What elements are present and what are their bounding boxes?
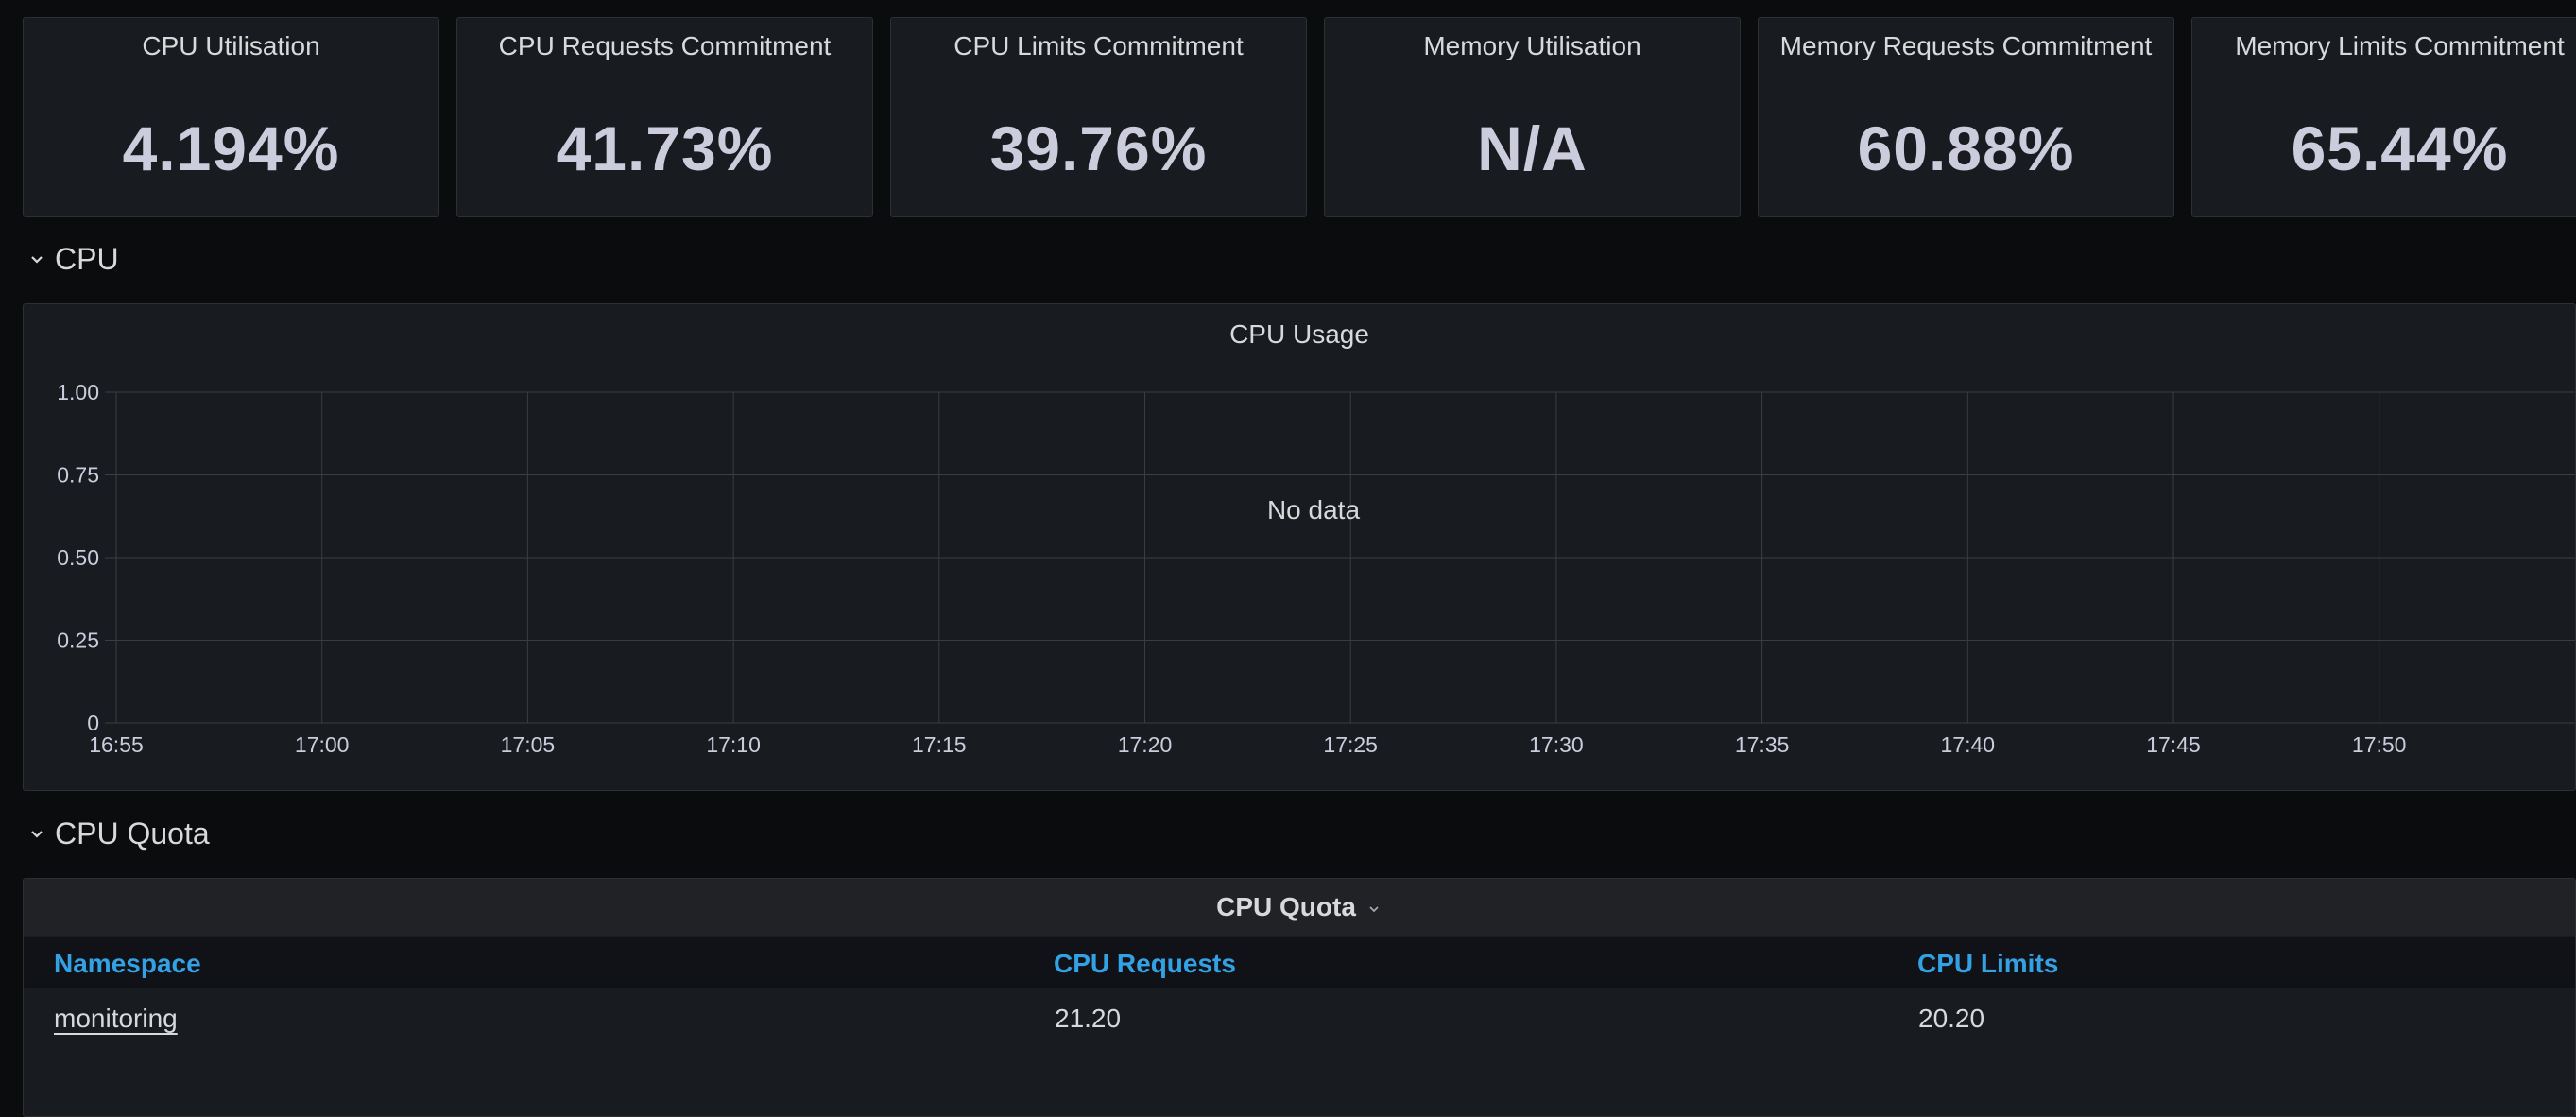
stat-panel-memory-limits-commitment[interactable]: Memory Limits Commitment 65.44%: [2191, 17, 2576, 217]
cpu-requests-cell: 21.20: [1055, 1004, 1122, 1033]
chevron-down-icon: [26, 824, 47, 845]
chevron-down-icon: [1365, 901, 1382, 918]
stat-title: Memory Limits Commitment: [2235, 31, 2565, 60]
stat-panels-row: CPU Utilisation 4.194% CPU Requests Comm…: [23, 17, 2576, 217]
stat-panel-memory-requests-commitment[interactable]: Memory Requests Commitment 60.88%: [1758, 17, 2174, 217]
cpu-usage-graph: 1.00 0.75 0.50 0.25 016:55 17:00 17:05 17:10 17:…: [57, 380, 2575, 757]
cpu-limits-cell: 20.20: [1918, 1004, 1985, 1033]
row-title: CPU: [55, 242, 119, 276]
x-tick-label: 17:35: [1735, 732, 1790, 757]
table-row: monitoring 21.20 20.20: [24, 988, 2575, 1051]
stat-title: Memory Requests Commitment: [1779, 31, 2153, 60]
x-tick-label: 17:15: [912, 732, 967, 757]
row-header-cpu[interactable]: CPU: [26, 242, 119, 277]
x-tick-label: 17:20: [1118, 732, 1173, 757]
y-tick-label: 0.75: [57, 463, 99, 488]
x-tick-label: 17:30: [1529, 732, 1584, 757]
x-tick-label: 17:50: [2352, 732, 2407, 757]
stat-value: N/A: [1477, 113, 1588, 183]
stat-title: CPU Limits Commitment: [953, 31, 1244, 60]
stat-value: 60.88%: [1857, 113, 2075, 183]
x-tick-label: 17:45: [2146, 732, 2201, 757]
cpu-quota-panel: CPU Quota Namespace CPU Requests CPU Lim…: [23, 878, 2576, 1117]
stat-panel-cpu-requests-commitment[interactable]: CPU Requests Commitment 41.73%: [456, 17, 873, 217]
table-header-row: Namespace CPU Requests CPU Limits: [24, 937, 2575, 988]
panel-title-bar[interactable]: CPU Quota: [24, 879, 2575, 936]
y-tick-label: 0.50: [57, 545, 99, 570]
namespace-link[interactable]: monitoring: [54, 1004, 178, 1033]
stat-value: 39.76%: [989, 113, 1208, 183]
stat-panel-cpu-limits-commitment[interactable]: CPU Limits Commitment 39.76%: [890, 17, 1307, 217]
column-header-cpu-limits[interactable]: CPU Limits: [1917, 949, 2059, 978]
stat-title: Memory Utilisation: [1423, 31, 1641, 60]
x-tick-label: 16:55: [89, 732, 144, 757]
stat-title: CPU Requests Commitment: [498, 31, 832, 60]
chevron-down-icon: [26, 249, 47, 270]
x-tick-label: 17:40: [1941, 732, 1996, 757]
stat-panel-cpu-utilisation[interactable]: CPU Utilisation 4.194%: [23, 17, 439, 217]
stat-value: 65.44%: [2291, 113, 2509, 183]
row-header-cpu-quota[interactable]: CPU Quota: [26, 816, 210, 851]
no-data-message: No data: [1266, 495, 1361, 524]
panel-title: CPU Usage: [1229, 319, 1369, 349]
column-header-cpu-requests[interactable]: CPU Requests: [1054, 949, 1236, 978]
x-tick-label: 17:10: [706, 732, 761, 757]
y-tick-label: 0: [87, 711, 99, 735]
row-title: CPU Quota: [55, 816, 210, 851]
stat-value: 41.73%: [556, 113, 774, 183]
stat-value: 4.194%: [122, 113, 340, 183]
stat-title: CPU Utilisation: [142, 31, 320, 60]
y-tick-label: 1.00: [57, 380, 99, 404]
column-header-namespace[interactable]: Namespace: [54, 949, 201, 978]
x-tick-label: 17:00: [295, 732, 350, 757]
panel-title: CPU Quota: [1216, 892, 1356, 921]
stat-panel-memory-utilisation[interactable]: Memory Utilisation N/A: [1324, 17, 1741, 217]
x-tick-label: 17:05: [501, 732, 556, 757]
y-tick-label: 0.25: [57, 628, 99, 653]
x-tick-label: 17:25: [1323, 732, 1378, 757]
cpu-usage-panel[interactable]: CPU Usage 1.00 0.75 0.50 0.25 0 16:55 17:00 17:…: [23, 303, 2576, 791]
